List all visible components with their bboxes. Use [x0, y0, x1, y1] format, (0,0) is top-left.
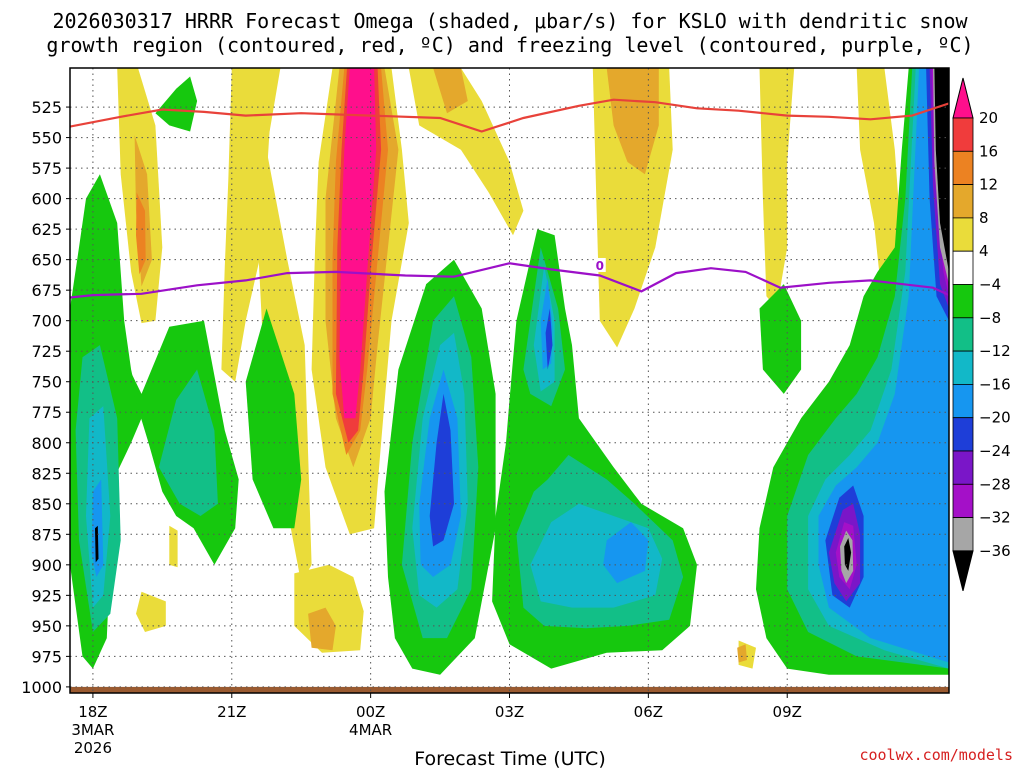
- credit-text: coolwx.com/models: [859, 746, 1013, 764]
- omega-region-23: [155, 76, 198, 132]
- colorbar-band-6: [952, 317, 974, 352]
- colorbar-band-0: [952, 117, 974, 152]
- omega-region-27: [759, 284, 802, 394]
- omega-region-19: [136, 591, 166, 632]
- y-tick-label-950: 950: [31, 617, 62, 636]
- colorbar-label-8: −16: [979, 375, 1011, 393]
- omega-region-11: [433, 68, 468, 114]
- omega-region-13: [606, 68, 659, 175]
- colorbar-band-9: [952, 417, 974, 452]
- colorbar-band-5: [952, 284, 974, 319]
- colorbar-band-11: [952, 483, 974, 518]
- colorbar: 20 16 12 8 4 −4 −8 −12 −16 −20 −24 −28 −32 −36: [952, 77, 1011, 592]
- x-tick-label-21Z: 21Z: [217, 703, 246, 721]
- y-axis-ticks: 525 550 575 600 625 650 675 700 725 750 775 800 825 8…: [21, 98, 70, 697]
- y-tick-label-700: 700: [31, 312, 62, 331]
- y-tick-label-975: 975: [31, 647, 62, 666]
- freezing-label-bg: [593, 257, 606, 272]
- colorbar-label-10: −24: [979, 442, 1011, 460]
- y-tick-label-825: 825: [31, 464, 62, 483]
- y-tick-label-625: 625: [31, 220, 62, 239]
- colorbar-label-11: −28: [979, 475, 1011, 493]
- omega-region-18: [169, 525, 178, 568]
- chart-title-line-2: growth region (contoured, red, ºC) and f…: [46, 33, 973, 57]
- dgz-contour-line: [70, 98, 949, 133]
- plot-area: 0: [69, 67, 950, 694]
- grid-lines: [70, 68, 949, 693]
- x-tick-label-03Z: 03Z: [495, 703, 524, 721]
- colorbar-label-7: −12: [979, 342, 1011, 360]
- colorbar-label-0: 20: [979, 109, 998, 127]
- colorbar-bottom-arrow: [952, 550, 974, 592]
- colorbar-band-4: [952, 250, 974, 285]
- omega-region-24: [245, 308, 302, 529]
- omega-region-14: [759, 68, 795, 309]
- y-tick-label-1000: 1000: [21, 678, 62, 697]
- freezing-level-label: 0: [596, 259, 604, 273]
- chart-title-line-1: 2026030317 HRRR Forecast Omega (shaded, …: [52, 9, 968, 33]
- colorbar-band-8: [952, 383, 974, 419]
- colorbar-label-9: −20: [979, 409, 1011, 427]
- y-tick-label-850: 850: [31, 495, 62, 514]
- omega-region-57: [934, 68, 949, 272]
- y-tick-label-800: 800: [31, 434, 62, 453]
- x-tick-sublabel-date: 3MAR: [71, 721, 114, 739]
- y-tick-label-775: 775: [31, 403, 62, 422]
- colorbar-band-2: [952, 184, 974, 219]
- colorbar-label-1: 16: [979, 142, 998, 160]
- omega-region-56: [95, 525, 99, 563]
- colorbar-label-3: 8: [979, 209, 989, 227]
- omega-shading: [70, 68, 949, 675]
- x-tick-label-18Z: 18Z: [78, 703, 107, 721]
- y-tick-label-550: 550: [31, 129, 62, 148]
- y-tick-label-725: 725: [31, 342, 62, 361]
- omega-region-58: [737, 644, 747, 663]
- omega-region-9: [339, 68, 377, 419]
- omega-region-55: [844, 538, 852, 571]
- omega-region-43: [603, 522, 649, 584]
- colorbar-label-6: −8: [979, 309, 1001, 327]
- freezing-level-contour-line: [70, 262, 949, 299]
- y-tick-label-575: 575: [31, 159, 62, 178]
- colorbar-label-5: −4: [979, 276, 1001, 294]
- colorbar-top-arrow: [952, 77, 974, 119]
- colorbar-band-3: [952, 217, 974, 252]
- y-tick-label-900: 900: [31, 556, 62, 575]
- y-tick-label-525: 525: [31, 98, 62, 117]
- colorbar-label-2: 12: [979, 176, 998, 194]
- colorbar-band-7: [952, 350, 974, 385]
- y-tick-label-925: 925: [31, 586, 62, 605]
- colorbar-band-1: [952, 150, 974, 186]
- x-tick-sublabel-year: 2026: [74, 739, 112, 757]
- y-tick-label-875: 875: [31, 525, 62, 544]
- colorbar-band-10: [952, 450, 974, 485]
- colorbar-label-4: 4: [979, 242, 989, 260]
- omega-region-17: [308, 607, 336, 651]
- omega-region-46: [545, 308, 553, 370]
- y-tick-label-650: 650: [31, 251, 62, 270]
- x-tick-label-09Z: 09Z: [773, 703, 802, 721]
- colorbar-label-12: −32: [979, 509, 1011, 527]
- x-tick-sublabel-date: 4MAR: [349, 721, 392, 739]
- x-tick-label-06Z: 06Z: [634, 703, 663, 721]
- omega-region-10: [408, 68, 524, 236]
- x-axis-label: Forecast Time (UTC): [414, 748, 605, 768]
- colorbar-label-13: −36: [979, 542, 1011, 560]
- colorbar-band-12: [952, 517, 974, 552]
- omega-region-30: [158, 369, 218, 516]
- x-tick-label-00Z: 00Z: [356, 703, 385, 721]
- omega-region-2: [136, 192, 146, 275]
- y-tick-label-750: 750: [31, 373, 62, 392]
- omega-region-45: [429, 393, 454, 547]
- contours: 0: [70, 98, 949, 299]
- y-tick-label-600: 600: [31, 190, 62, 209]
- y-tick-label-675: 675: [31, 281, 62, 300]
